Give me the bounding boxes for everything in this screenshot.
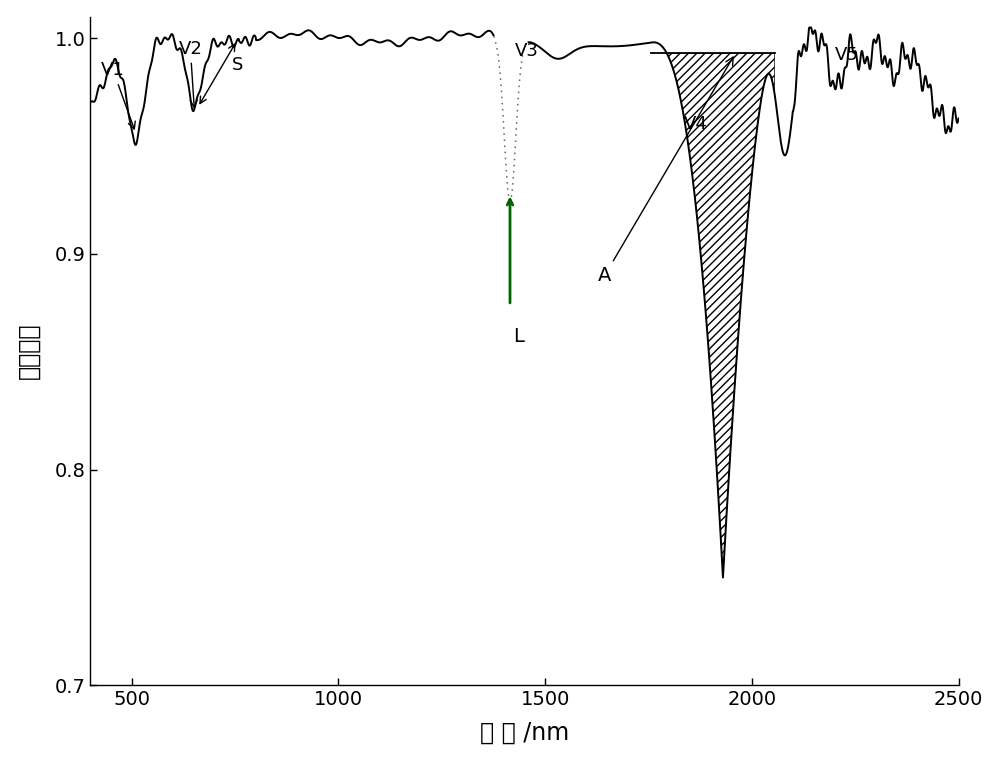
- Text: V3: V3: [515, 42, 539, 60]
- Text: V4: V4: [684, 115, 708, 133]
- Text: V1: V1: [101, 61, 135, 129]
- Text: V2: V2: [178, 40, 202, 107]
- Text: V5: V5: [835, 46, 858, 64]
- Y-axis label: 去包络线: 去包络线: [17, 323, 41, 379]
- Text: L: L: [513, 327, 524, 346]
- Text: S: S: [232, 56, 243, 74]
- Text: A: A: [598, 57, 733, 285]
- X-axis label: 波 长 /nm: 波 长 /nm: [480, 721, 569, 744]
